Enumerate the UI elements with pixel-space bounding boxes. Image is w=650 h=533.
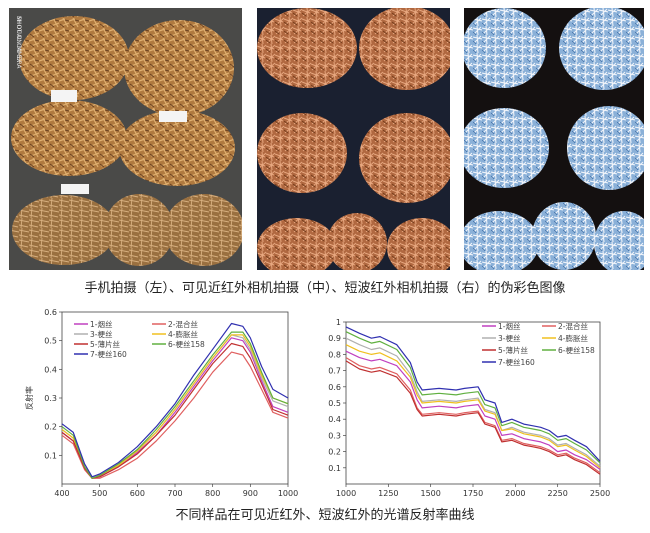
series-line-4	[345, 344, 601, 469]
series-line-6	[345, 331, 601, 464]
series-line-3	[345, 337, 601, 467]
x-tick-label: 1750	[463, 489, 483, 498]
series-line-2	[345, 357, 601, 474]
swir-reflectance-chart: 1000 1250 1500 1750 2000 2250 2500 0.1 0.2 0.3 0.4…	[300, 300, 646, 500]
y-tick-label: 0.3	[44, 394, 57, 403]
legend-entry: 3-梗丝	[498, 333, 521, 343]
svg-text:MI DUAL CAMERA: MI DUAL CAMERA	[15, 16, 22, 69]
phone-camera-photo: SHOT ON MI 5X MI DUAL CAMERA	[9, 8, 242, 270]
x-tick-label: 800	[205, 489, 220, 498]
svg-text:SHOT ON MI 5X: SHOT ON MI 5X	[15, 16, 22, 63]
series-line-5	[345, 360, 601, 475]
vnir-chart-svg: 400 500 600 700 800 900 1000 0.1 0.2 0.3 0.4 0.5 0.6…	[24, 308, 298, 498]
swir-camera-photo	[464, 8, 644, 270]
y-axis-label: 反射率	[24, 386, 34, 410]
legend-entry: 4-膨胀丝	[558, 333, 588, 343]
y-tick-label: 1	[336, 318, 341, 327]
x-tick-label: 900	[243, 489, 258, 498]
legend-entry: 6-梗丝158	[168, 339, 205, 349]
y-tick-label: 0.8	[328, 350, 341, 359]
x-tick-label: 2000	[505, 489, 525, 498]
x-tick-label: 1500	[420, 489, 440, 498]
y-tick-label: 0.4	[44, 365, 57, 374]
charts-caption: 不同样品在可见近红外、短波红外的光谱反射率曲线	[175, 508, 475, 523]
y-tick-label: 0.7	[328, 367, 341, 376]
x-tick-label: 400	[54, 489, 69, 498]
y-tick-label: 0.1	[328, 464, 341, 473]
series-line-5	[61, 342, 289, 479]
y-tick-label: 0.3	[328, 431, 341, 440]
swir-chart-svg: 1000 1250 1500 1750 2000 2250 2500 0.1 0.2 0.3 0.4…	[328, 318, 610, 498]
x-tick-label: 700	[167, 489, 182, 498]
legend-entry: 5-薄片丝	[90, 339, 120, 349]
x-tick-label: 2250	[547, 489, 567, 498]
legend-entry: 6-梗丝158	[558, 345, 595, 355]
y-tick-label: 0.5	[328, 399, 341, 408]
x-tick-label: 500	[92, 489, 107, 498]
photos-caption: 手机拍摄（左）、可见近红外相机拍摄（中）、短波红外相机拍摄（右）的伪彩色图像	[84, 281, 566, 296]
series-line-7	[61, 322, 289, 478]
x-tick-label: 1000	[336, 489, 356, 498]
x-tick-label: 1000	[278, 489, 298, 498]
x-tick-label: 600	[130, 489, 145, 498]
y-tick-label: 0.5	[44, 337, 57, 346]
y-tick-label: 0.6	[44, 308, 57, 317]
series-line-1	[345, 350, 601, 470]
series-line-6	[61, 331, 289, 479]
legend-entry: 2-混合丝	[168, 319, 198, 329]
vnir-camera-photo	[257, 8, 450, 270]
series-line-7	[345, 326, 601, 462]
legend-entry: 5-薄片丝	[498, 345, 528, 355]
legend-entry: 1-烟丝	[90, 319, 113, 329]
y-tick-label: 0.1	[44, 451, 57, 460]
y-tick-label: 0.2	[44, 423, 57, 432]
legend-entry: 7-梗丝160	[90, 349, 127, 359]
vnir-reflectance-chart: 400 500 600 700 800 900 1000 0.1 0.2 0.3 0.4 0.5 0.6…	[4, 300, 300, 500]
legend-entry: 3-梗丝	[90, 329, 113, 339]
y-tick-label: 0.9	[328, 334, 341, 343]
y-tick-label: 0.4	[328, 415, 341, 424]
legend-entry: 2-混合丝	[558, 321, 588, 331]
x-tick-label: 2500	[590, 489, 610, 498]
y-tick-label: 0.2	[328, 448, 341, 457]
legend-entry: 1-烟丝	[498, 321, 521, 331]
y-tick-label: 0.6	[328, 383, 341, 392]
legend-entry: 7-梗丝160	[498, 357, 535, 367]
x-tick-label: 1250	[378, 489, 398, 498]
legend-entry: 4-膨胀丝	[168, 329, 198, 339]
